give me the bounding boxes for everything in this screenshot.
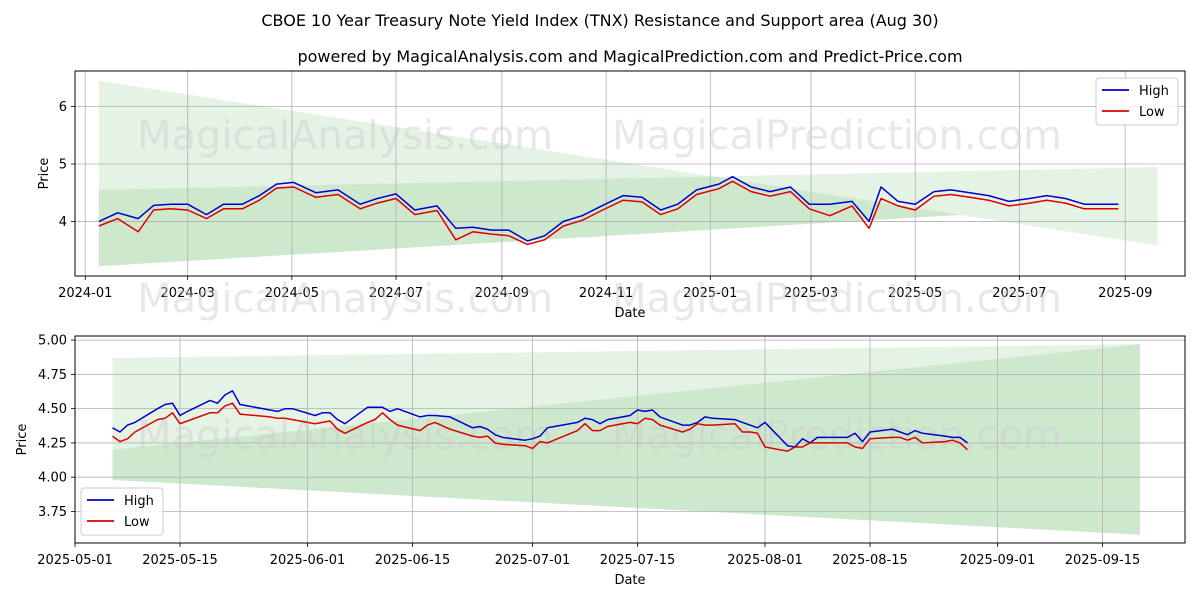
- x-tick-label: 2024-03: [161, 286, 215, 301]
- watermark-text: MagicalAnalysis.com: [137, 413, 553, 459]
- watermark-text: MagicalPrediction.com: [612, 113, 1062, 159]
- x-tick-label: 2025-05-01: [37, 553, 113, 568]
- y-axis-label: Price: [37, 158, 52, 190]
- y-tick-label: 4.00: [38, 471, 67, 486]
- legend-label-high: High: [1139, 84, 1169, 99]
- legend-label-high: High: [124, 494, 154, 509]
- x-tick-label: 2025-08-01: [727, 553, 803, 568]
- y-tick-label: 3.75: [38, 505, 67, 520]
- y-tick-label: 4: [59, 215, 67, 230]
- watermark-text: MagicalPrediction.com: [612, 276, 1062, 322]
- x-tick-label: 2025-07-01: [495, 553, 571, 568]
- plot-frame: [74, 70, 1186, 277]
- watermark-text: MagicalAnalysis.com: [137, 113, 553, 159]
- band-1: [112, 344, 1140, 535]
- chart-subtitle: powered by MagicalAnalysis.com and Magic…: [297, 47, 962, 66]
- y-tick-label: 4.75: [38, 368, 67, 383]
- x-tick-label: 2025-06-15: [375, 553, 451, 568]
- band-0: [98, 80, 1158, 267]
- x-tick-label: 2024-11: [579, 286, 633, 301]
- series-line-low: [98, 180, 1119, 246]
- x-tick-label: 2025-05: [888, 286, 942, 301]
- x-axis-label: Date: [614, 306, 645, 321]
- plot-frame: [74, 335, 1186, 544]
- x-tick-label: 2025-05-15: [142, 553, 218, 568]
- x-tick-label: 2025-07: [992, 286, 1046, 301]
- chart-title: CBOE 10 Year Treasury Note Yield Index (…: [261, 11, 938, 30]
- x-tick-label: 2025-09-01: [960, 553, 1036, 568]
- x-tick-label: 2025-09-15: [1065, 553, 1141, 568]
- x-tick-label: 2025-09: [1098, 286, 1152, 301]
- x-tick-label: 2024-09: [475, 286, 529, 301]
- y-tick-label: 5.00: [38, 334, 67, 349]
- x-tick-label: 2024-05: [265, 286, 319, 301]
- y-tick-label: 6: [59, 100, 67, 115]
- y-axis-label: Price: [15, 424, 30, 456]
- legend-label-low: Low: [124, 515, 150, 530]
- x-tick-label: 2024-07: [369, 286, 423, 301]
- x-tick-label: 2024-01: [58, 286, 112, 301]
- legend-label-low: Low: [1139, 105, 1165, 120]
- y-tick-label: 4.25: [38, 436, 67, 451]
- y-tick-label: 4.50: [38, 402, 67, 417]
- series-line-high: [98, 175, 1119, 242]
- x-tick-label: 2025-07-15: [600, 553, 676, 568]
- series-line-high: [112, 390, 968, 448]
- x-tick-label: 2025-03: [784, 286, 838, 301]
- x-tick-label: 2025-01: [683, 286, 737, 301]
- y-tick-label: 5: [59, 158, 67, 173]
- series-line-low: [112, 402, 969, 452]
- x-axis-label: Date: [614, 573, 645, 588]
- watermark-text: MagicalAnalysis.com: [137, 276, 553, 322]
- band-1: [98, 166, 1158, 267]
- band-0: [112, 344, 1140, 535]
- x-tick-label: 2025-06-01: [270, 553, 346, 568]
- top-panel: 2024-01 2024-03 2024-05 2024-07 2024-09 2024-…: [37, 70, 1186, 322]
- bottom-panel: 2025-05-01 2025-05-15 2025-06-01 2025-06-15…: [15, 334, 1186, 588]
- watermark-text: MagicalPrediction.com: [612, 413, 1062, 459]
- x-tick-label: 2025-08-15: [832, 553, 908, 568]
